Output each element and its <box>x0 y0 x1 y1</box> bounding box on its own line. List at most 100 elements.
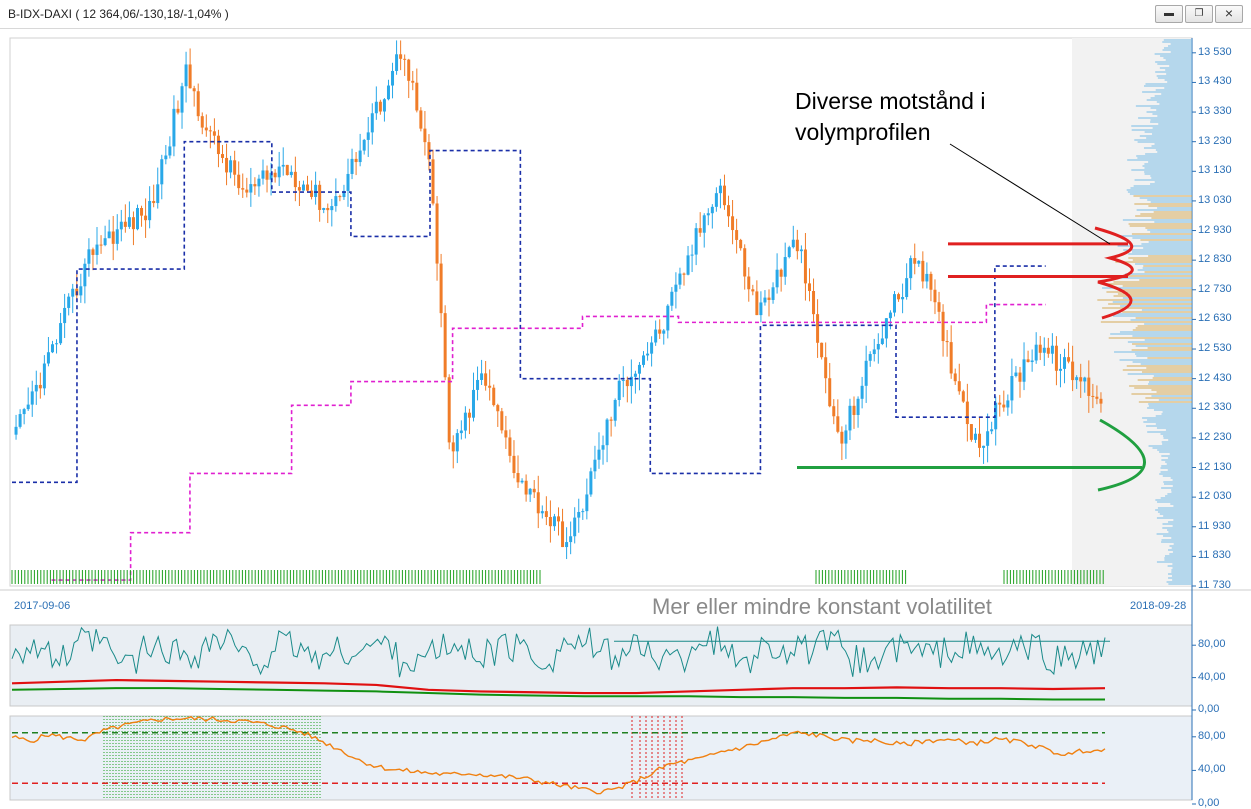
candle-body <box>1038 344 1042 353</box>
candle-body <box>516 473 520 483</box>
candle-body <box>18 414 22 427</box>
oscillator-tick-label: 80,00 <box>1198 729 1226 742</box>
candle-body <box>435 203 439 264</box>
minimize-button[interactable]: ▬ <box>1155 5 1183 23</box>
candle-body <box>306 184 310 191</box>
candle-body <box>949 342 953 374</box>
candle-body <box>87 249 91 264</box>
candle-body <box>342 190 346 198</box>
candle-body <box>34 384 38 392</box>
candle-body <box>253 184 257 187</box>
candle-body <box>1018 372 1022 382</box>
volatility-tick-label: 40,00 <box>1198 670 1226 683</box>
candle-body <box>249 184 253 193</box>
price-tick-label: 13 430 <box>1198 75 1232 88</box>
candle-body <box>609 419 613 421</box>
candle-body <box>447 377 451 443</box>
candle-body <box>144 215 148 221</box>
candle-body <box>872 349 876 355</box>
volatility-tick-label: 0,00 <box>1198 703 1220 715</box>
candle-body <box>172 108 176 147</box>
price-panel-frame <box>9 37 1193 587</box>
candle-body <box>735 230 739 240</box>
price-tick-label: 12 730 <box>1198 282 1232 295</box>
candle-body <box>326 207 330 211</box>
candle-body <box>1075 377 1079 381</box>
candle-body <box>650 342 654 354</box>
candle-body <box>1014 372 1018 377</box>
candle-body <box>637 364 641 374</box>
candle-body <box>694 228 698 255</box>
candle-body <box>314 184 318 197</box>
oscillator-series <box>11 716 1106 795</box>
price-tick-label: 12 830 <box>1198 253 1232 266</box>
price-tick-label: 11 930 <box>1198 519 1231 532</box>
candle-body <box>986 431 990 446</box>
candle-body <box>196 91 200 117</box>
candle-body <box>103 238 107 246</box>
candle-body <box>467 412 471 418</box>
candle-body <box>581 511 585 513</box>
candle-body <box>779 269 783 277</box>
candle-body <box>107 231 111 239</box>
candle-body <box>1054 345 1058 371</box>
candle-body <box>257 178 261 187</box>
candle-body <box>731 216 735 231</box>
candle-body <box>961 391 965 402</box>
price-tick-label: 11 830 <box>1198 549 1231 562</box>
resistance-bracket <box>1094 226 1134 320</box>
candle-body <box>1042 347 1046 353</box>
candle-body <box>301 184 305 191</box>
candle-body <box>512 455 516 474</box>
candle-body <box>536 492 540 514</box>
candle-body <box>998 402 1002 405</box>
candle-body <box>463 412 467 431</box>
candle-body <box>42 363 46 389</box>
candle-body <box>322 207 326 210</box>
candle-body <box>168 146 172 156</box>
candle-body <box>407 59 411 81</box>
candle-body <box>216 135 220 155</box>
candle-body <box>682 273 686 275</box>
candle-body <box>229 160 233 173</box>
volume-profile <box>1097 39 1192 585</box>
candle-body <box>690 254 694 256</box>
candle-body <box>613 400 617 421</box>
candle-body <box>354 158 358 163</box>
candle-body <box>892 294 896 313</box>
candle-body <box>496 405 500 412</box>
candle-body <box>787 247 791 258</box>
candle-body <box>528 488 532 495</box>
candle-body <box>905 278 909 298</box>
candle-body <box>471 389 475 418</box>
volatility-annotation: Mer eller mindre konstant volatilitet <box>652 594 992 619</box>
candle-body <box>382 99 386 112</box>
minimize-icon: ▬ <box>1164 8 1174 19</box>
candle-body <box>686 255 690 275</box>
candle-body <box>500 411 504 431</box>
candle-body <box>605 419 609 446</box>
candle-body <box>933 289 937 303</box>
candle-body <box>852 405 856 415</box>
candle-body <box>30 391 34 405</box>
candle-body <box>1006 400 1010 408</box>
candle-body <box>115 229 119 244</box>
candle-body <box>439 263 443 314</box>
candle-body <box>1063 357 1067 369</box>
candle-body <box>921 260 925 282</box>
candle-body <box>459 430 463 434</box>
volatility-series-0 <box>11 626 1106 678</box>
candle-body <box>577 511 581 518</box>
candle-body <box>55 343 59 345</box>
restore-button[interactable]: ❐ <box>1185 5 1213 23</box>
candle-body <box>164 155 168 160</box>
candle-body <box>860 385 864 399</box>
candle-body <box>642 355 646 365</box>
candle-body <box>969 424 973 440</box>
close-button[interactable]: × <box>1215 5 1243 23</box>
candle-body <box>557 516 560 522</box>
candle-body <box>799 249 803 252</box>
volatility-series-2 <box>11 687 1105 701</box>
price-tick-label: 12 330 <box>1198 401 1232 414</box>
